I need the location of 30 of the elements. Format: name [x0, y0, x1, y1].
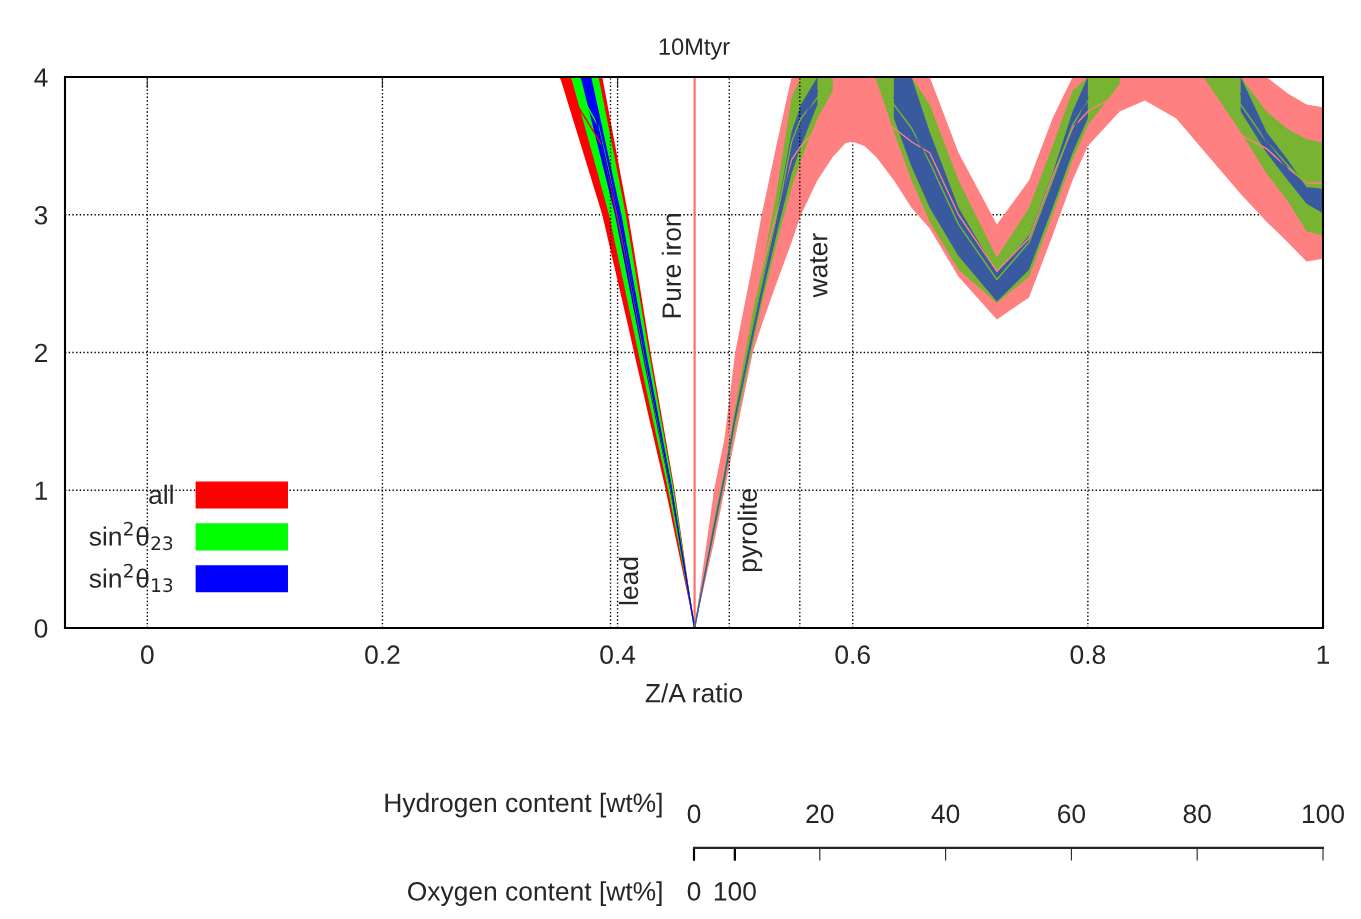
x-tick-label: 0.6	[835, 645, 870, 665]
x2-tick-label: 100	[1303, 804, 1344, 824]
x-axis-title: Z/A ratio	[645, 683, 743, 703]
legend-label: sin$^{2}$θ$_{13}$	[89, 563, 173, 593]
chart-title: 10Mtyr	[659, 38, 730, 60]
x-tick-label: 0.2	[365, 645, 400, 665]
x-tick-label: 1	[1317, 645, 1330, 664]
x2-tick-label: 40	[931, 804, 960, 824]
text: Oxygen content [wt%]	[408, 881, 662, 906]
x-tick-label: 0.4	[600, 645, 636, 665]
ref-line-label: water	[810, 233, 828, 298]
y-tick-label: 2	[34, 343, 48, 363]
y-tick-label: 1	[35, 481, 48, 500]
x2-tick-label: 0	[687, 804, 701, 824]
ref-line-label: pyrolite	[737, 489, 763, 572]
y-tick-label: 0	[34, 619, 48, 638]
x2-tick-label: 60	[1058, 804, 1086, 824]
legend-label: all	[149, 484, 173, 505]
text: 100	[714, 882, 756, 901]
x-tick-label: 0	[140, 645, 154, 665]
x2-tick-label: 20	[806, 804, 834, 824]
y-tick-label: 4	[34, 68, 48, 87]
x-tick-label: 0.8	[1070, 645, 1106, 665]
text: 0	[687, 882, 701, 901]
legend-label: sin$^{2}$θ$_{23}$	[89, 521, 173, 551]
ref-line-label: lead	[618, 557, 639, 605]
x2-tick-label: 80	[1183, 804, 1211, 824]
y-tick-label: 3	[34, 205, 48, 225]
ref-line-label: Pure iron	[661, 214, 682, 318]
x2-axis-title: Hydrogen content [wt%]	[385, 792, 662, 818]
